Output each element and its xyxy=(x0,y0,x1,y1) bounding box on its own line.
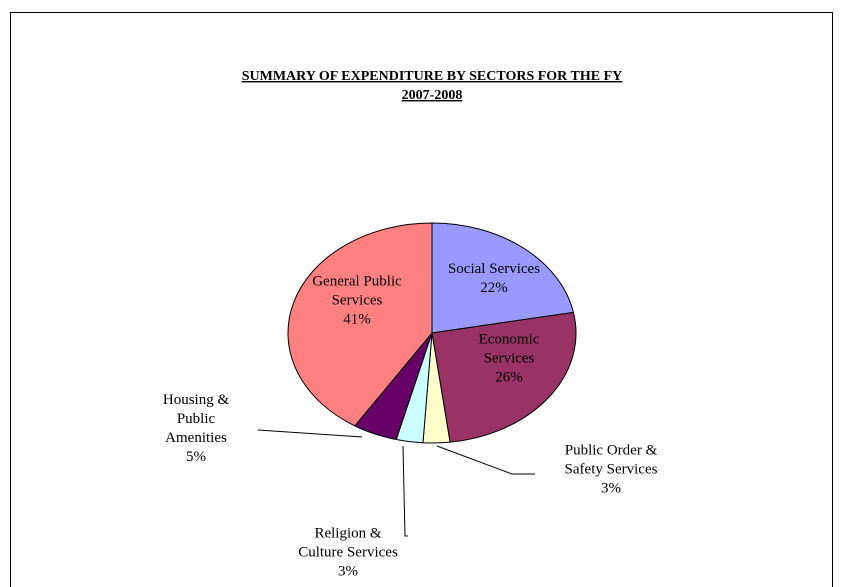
slice-label-0: Social Services 22% xyxy=(448,261,540,296)
pie-slices xyxy=(287,222,577,444)
leader-lines xyxy=(257,429,535,537)
slice-label-2-line-2: 3% xyxy=(601,480,621,496)
leader-line-2 xyxy=(436,445,535,475)
slice-labels: Social Services 22% Economic Services 26% Pub… xyxy=(163,261,658,579)
slice-label-4-line-3: 5% xyxy=(186,449,206,465)
chart-title-line-1: SUMMARY OF EXPENDITURE BY SECTORS FOR TH… xyxy=(242,69,623,84)
slice-label-3-line-1: Culture Services xyxy=(298,544,398,560)
pie-slice-0 xyxy=(431,222,575,334)
pie-slice-5 xyxy=(287,222,433,427)
slice-label-1-line-0: Economic xyxy=(479,331,540,347)
slice-label-3: Religion & Culture Services 3% xyxy=(298,525,398,579)
slice-label-2-line-0: Public Order & xyxy=(565,442,658,458)
slice-label-1-line-1: Services xyxy=(484,350,535,366)
slice-label-5-line-2: 41% xyxy=(343,311,371,327)
slice-label-4-line-2: Amenities xyxy=(165,430,227,446)
slice-label-4-line-1: Public xyxy=(177,411,216,427)
slice-label-2: Public Order & Safety Services 3% xyxy=(565,442,658,496)
chart-title-line-2: 2007-2008 xyxy=(402,88,463,103)
slice-label-3-line-0: Religion & xyxy=(314,525,381,541)
slice-label-1-line-2: 26% xyxy=(495,369,523,385)
slice-label-4: Housing & Public Amenities 5% xyxy=(163,392,230,465)
slice-label-0-line-0: Social Services xyxy=(448,261,540,277)
slice-label-0-line-1: 22% xyxy=(480,280,508,296)
leader-line-4 xyxy=(257,429,363,438)
slice-label-3-line-2: 3% xyxy=(338,563,358,579)
leader-line-3 xyxy=(402,445,408,537)
slice-label-5-line-1: Services xyxy=(332,292,383,308)
slice-label-5-line-0: General Public xyxy=(312,273,402,289)
slice-label-4-line-0: Housing & xyxy=(163,392,230,408)
slice-label-1: Economic Services 26% xyxy=(479,331,540,385)
pie-slice-1 xyxy=(431,311,577,443)
slice-label-2-line-1: Safety Services xyxy=(565,461,658,477)
slice-label-5: General Public Services 41% xyxy=(312,273,402,327)
